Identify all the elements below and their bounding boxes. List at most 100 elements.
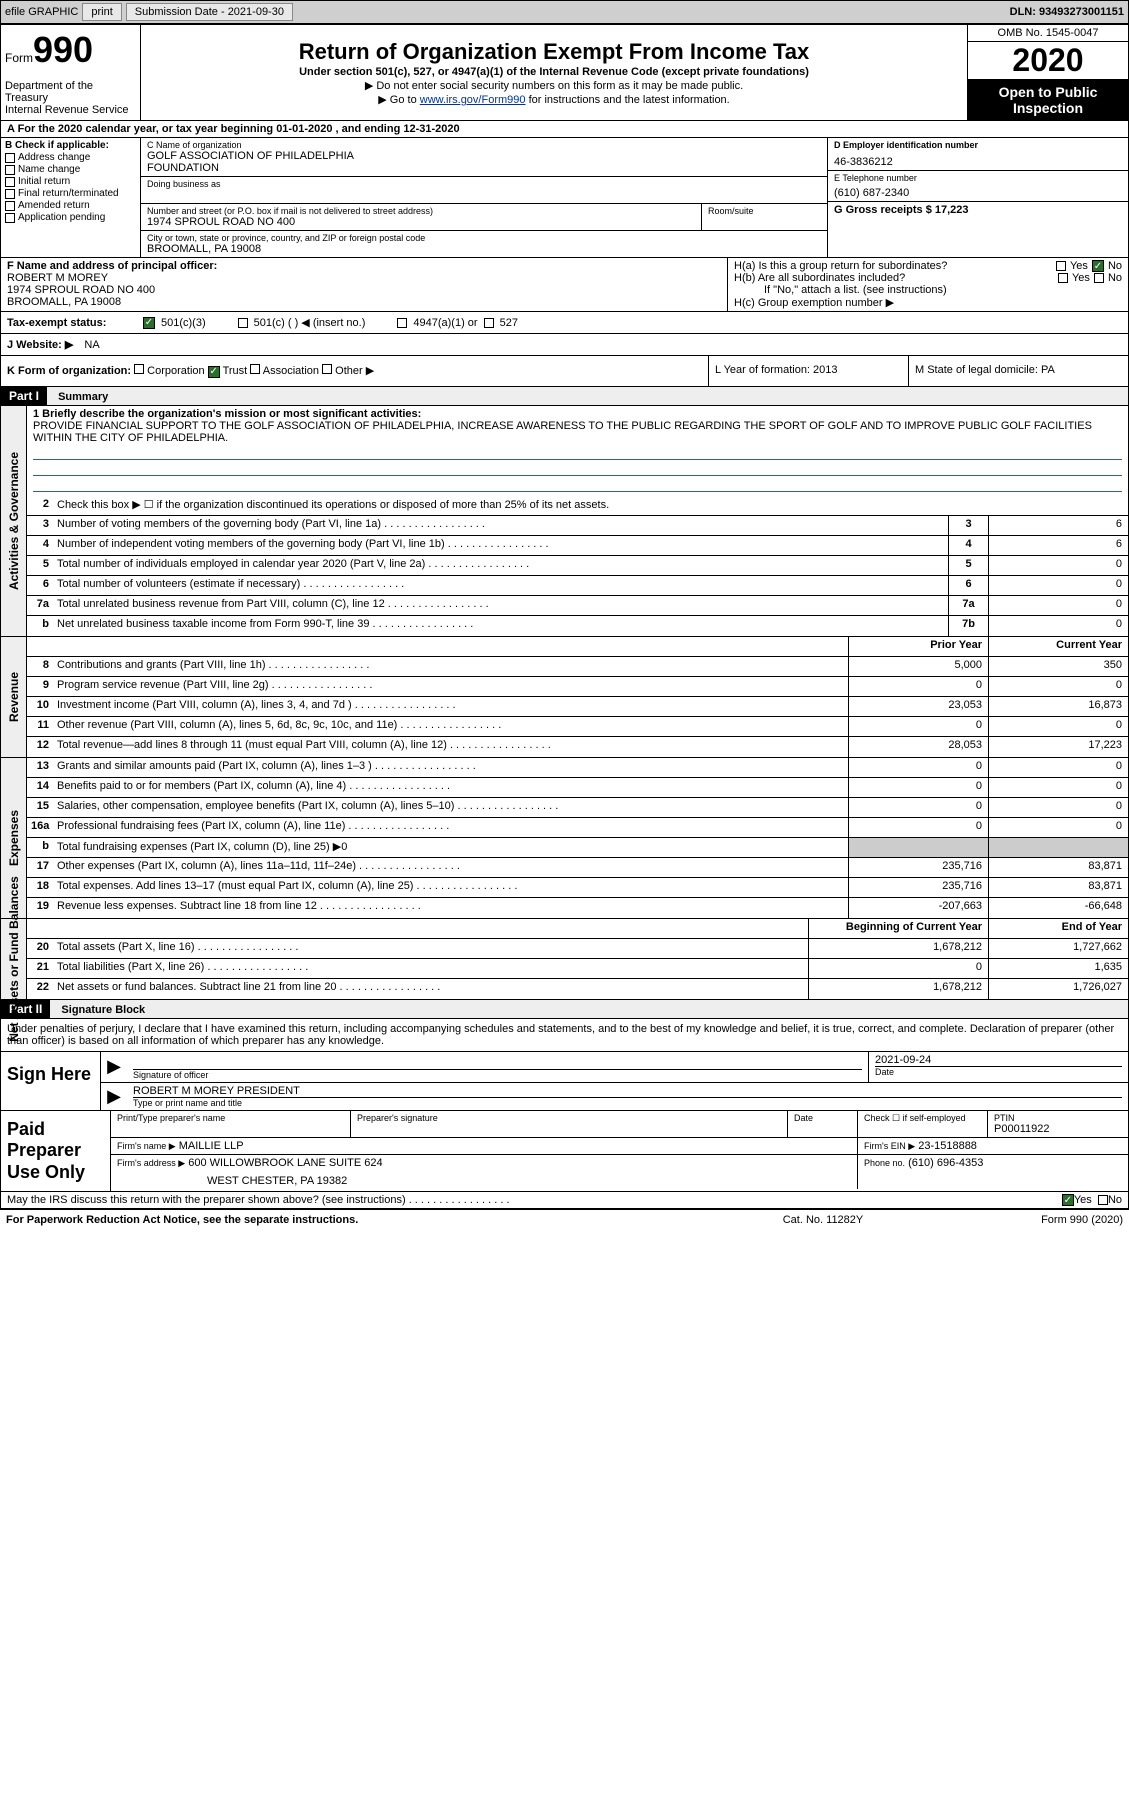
table-row: 22Net assets or fund balances. Subtract … [27, 979, 1128, 999]
firm-ein-label: Firm's EIN ▶ [864, 1141, 915, 1151]
hb-no-box[interactable] [1094, 273, 1104, 283]
table-row: bTotal fundraising expenses (Part IX, co… [27, 838, 1128, 858]
hint2-post: for instructions and the latest informat… [526, 94, 730, 106]
f-label: F Name and address of principal officer: [7, 260, 721, 272]
table-row: 16aProfessional fundraising fees (Part I… [27, 818, 1128, 838]
i-4947-box[interactable] [397, 318, 407, 328]
discuss-no: No [1108, 1194, 1122, 1206]
table-row: 5Total number of individuals employed in… [27, 556, 1128, 576]
table-row: 9Program service revenue (Part VIII, lin… [27, 677, 1128, 697]
form-990-container: Form990 Department of the Treasury Inter… [0, 24, 1129, 1210]
hint-ssn: ▶ Do not enter social security numbers o… [147, 79, 961, 92]
firm-addr1: 600 WILLOWBROOK LANE SUITE 624 [188, 1157, 382, 1169]
opt-name: Name change [18, 164, 80, 175]
k-label: K Form of organization: [7, 365, 131, 377]
checkbox-initial[interactable] [5, 177, 15, 187]
opt-pending: Application pending [18, 212, 105, 223]
discuss-no-box[interactable] [1098, 1195, 1108, 1205]
firm-phone: (610) 696-4353 [908, 1157, 983, 1169]
table-row: 12Total revenue—add lines 8 through 11 (… [27, 737, 1128, 757]
gross-receipts: G Gross receipts $ 17,223 [834, 204, 1122, 216]
firm-ein: 23-1518888 [918, 1140, 977, 1152]
i-527: 527 [500, 317, 518, 329]
line2-text: Check this box ▶ ☐ if the organization d… [53, 496, 1128, 515]
ha-no: No [1108, 260, 1122, 272]
checkbox-name[interactable] [5, 165, 15, 175]
discuss-label: May the IRS discuss this return with the… [7, 1194, 406, 1206]
header-right: OMB No. 1545-0047 2020 Open to Public In… [968, 25, 1128, 120]
section-expenses: Expenses 13Grants and similar amounts pa… [1, 758, 1128, 919]
opt-address: Address change [18, 152, 90, 163]
f-addr1: 1974 SPROUL ROAD NO 400 [7, 284, 721, 296]
l-year: L Year of formation: 2013 [708, 356, 908, 386]
k-other-box[interactable] [322, 364, 332, 374]
k-corp-box[interactable] [134, 364, 144, 374]
column-c: C Name of organization GOLF ASSOCIATION … [141, 138, 828, 257]
ptin-value: P00011922 [994, 1123, 1122, 1135]
sig-date-value: 2021-09-24 [875, 1054, 1122, 1066]
i-501c: 501(c) ( ) ◀ (insert no.) [254, 316, 366, 329]
i-4947: 4947(a)(1) or [413, 317, 477, 329]
i-501c3: 501(c)(3) [161, 317, 206, 329]
i-501c3-box[interactable]: ✓ [143, 317, 155, 329]
phone-value: (610) 687-2340 [834, 187, 1122, 199]
row-k-l-m: K Form of organization: Corporation ✓ Tr… [1, 356, 1128, 387]
irs-link[interactable]: www.irs.gov/Form990 [420, 94, 526, 106]
vlabel-gov: Activities & Governance [7, 451, 21, 589]
column-f: F Name and address of principal officer:… [1, 258, 728, 311]
firm-addr-label: Firm's address ▶ [117, 1158, 185, 1168]
checkbox-amended[interactable] [5, 201, 15, 211]
col-b-label: B Check if applicable: [5, 140, 136, 151]
checkbox-address[interactable] [5, 153, 15, 163]
j-value: NA [84, 339, 99, 351]
part1-badge: Part I [1, 387, 47, 405]
hb-yes: Yes [1072, 272, 1090, 284]
discuss-yes-box[interactable]: ✓ [1062, 1194, 1074, 1206]
sign-here-block: Sign Here ▶ Signature of officer 2021-09… [1, 1051, 1128, 1111]
section-net-assets: Net Assets or Fund Balances Beginning of… [1, 919, 1128, 1000]
firm-name: MAILLIE LLP [179, 1140, 244, 1152]
k-assoc-box[interactable] [250, 364, 260, 374]
irs-discuss-row: May the IRS discuss this return with the… [1, 1192, 1128, 1209]
ha-no-box[interactable]: ✓ [1092, 260, 1104, 272]
form-title: Return of Organization Exempt From Incom… [147, 39, 961, 65]
k-corp: Corporation [147, 365, 204, 377]
row-i-tax-status: Tax-exempt status: ✓501(c)(3) 501(c) ( )… [1, 312, 1128, 334]
ha-yes-box[interactable] [1056, 261, 1066, 271]
checkbox-pending[interactable] [5, 213, 15, 223]
hb-label: H(b) Are all subordinates included? [734, 272, 1054, 284]
curr-year-hdr: Current Year [988, 637, 1128, 656]
addr-label: Number and street (or P.O. box if mail i… [147, 206, 695, 216]
part-2-header: Part II Signature Block [1, 1000, 1128, 1019]
header-left: Form990 Department of the Treasury Inter… [1, 25, 141, 120]
hint2-pre: ▶ Go to [378, 94, 419, 106]
print-button[interactable]: print [82, 3, 121, 21]
k-trust-box[interactable]: ✓ [208, 366, 220, 378]
irs-label: Internal Revenue Service [5, 104, 136, 116]
tax-year: 2020 [968, 42, 1128, 80]
i-527-box[interactable] [484, 318, 494, 328]
table-row: 6Total number of volunteers (estimate if… [27, 576, 1128, 596]
org-name-2: FOUNDATION [147, 162, 821, 174]
table-row: 15Salaries, other compensation, employee… [27, 798, 1128, 818]
j-label: J Website: ▶ [7, 339, 73, 351]
ein-label: D Employer identification number [834, 140, 1122, 150]
open-public-2: Inspection [972, 100, 1124, 116]
i-501c-box[interactable] [238, 318, 248, 328]
arrow-icon: ▶ [101, 1052, 127, 1082]
form-number: 990 [33, 29, 93, 70]
checkbox-final[interactable] [5, 189, 15, 199]
prep-date-label: Date [794, 1113, 851, 1123]
line1-label: 1 Briefly describe the organization's mi… [33, 408, 1122, 420]
table-row: 18Total expenses. Add lines 13–17 (must … [27, 878, 1128, 898]
f-addr2: BROOMALL, PA 19008 [7, 296, 721, 308]
submission-date-button[interactable]: Submission Date - 2021-09-30 [126, 3, 293, 21]
part-1-header: Part I Summary [1, 387, 1128, 406]
vlabel-net: Net Assets or Fund Balances [7, 876, 21, 1042]
k-other: Other ▶ [335, 365, 374, 377]
page-footer: For Paperwork Reduction Act Notice, see … [0, 1210, 1129, 1230]
ha-yes: Yes [1070, 260, 1088, 272]
opt-initial: Initial return [18, 176, 70, 187]
officer-name-title: ROBERT M MOREY PRESIDENT [133, 1085, 1122, 1097]
hb-yes-box[interactable] [1058, 273, 1068, 283]
